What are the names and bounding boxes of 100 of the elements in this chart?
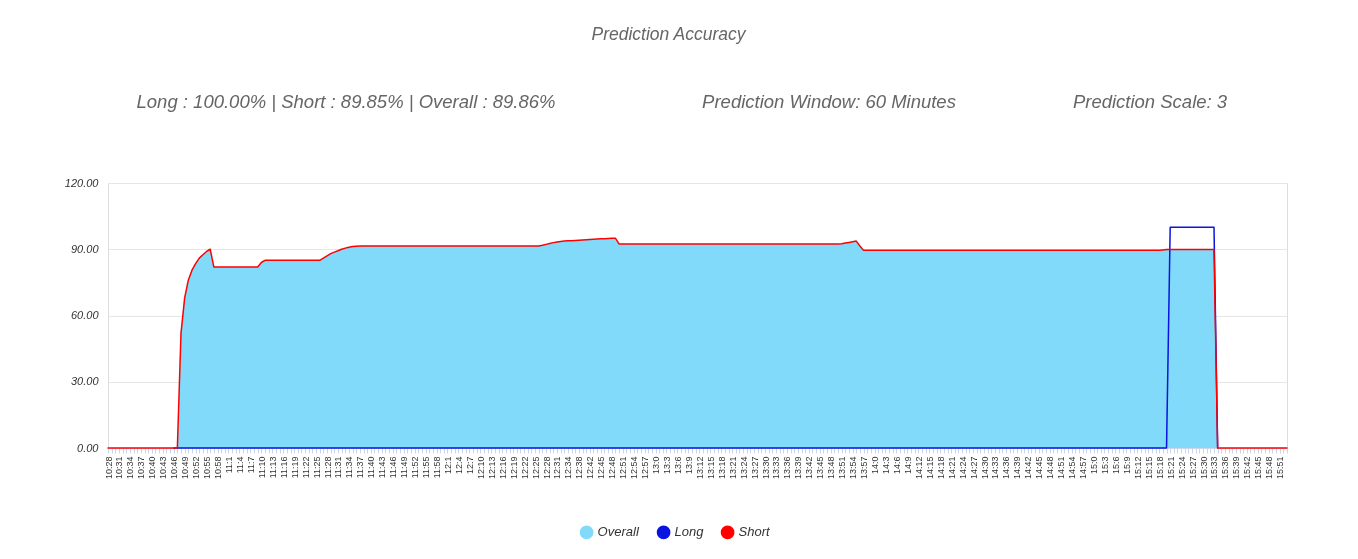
x-tick-label: 12:57	[640, 456, 651, 480]
x-tick-label: 13:12	[694, 456, 705, 480]
x-tick-label: 12:10	[475, 456, 486, 480]
x-tick-label: 13:48	[826, 456, 837, 480]
x-tick-label: 15:33	[1209, 456, 1220, 480]
x-tick-label: 10:58	[213, 456, 223, 480]
x-tick-label: 10:40	[147, 456, 158, 480]
x-tick-label: 10:31	[114, 456, 125, 480]
x-tick-label: 13:39	[793, 456, 804, 480]
legend-label: Long	[674, 524, 705, 540]
x-tick-label: 11:40	[366, 456, 377, 479]
x-tick-label: 15:12	[1132, 456, 1143, 480]
x-tick-label: 14:45	[1034, 456, 1045, 480]
x-tick-label: 10:46	[169, 456, 180, 480]
x-tick-label: 11:49	[399, 456, 410, 479]
x-tick-label: 12:25	[530, 456, 541, 480]
x-tick-label: 12:22	[519, 456, 530, 480]
x-tick-label: 12:7	[464, 456, 475, 475]
x-tick-label: 11:52	[410, 456, 421, 479]
x-tick-label: 12:54	[629, 456, 640, 480]
x-tick-label: 11:43	[377, 456, 388, 479]
chart-title: Prediction Accuracy	[591, 23, 747, 44]
x-tick-label: 13:18	[716, 456, 727, 480]
x-tick-label: 11:58	[432, 456, 443, 479]
x-tick-label: 12:1	[442, 456, 453, 475]
x-tick-label: 12:16	[497, 456, 508, 480]
x-tick-label: 14:54	[1067, 456, 1078, 480]
x-tick-label: 11:22	[300, 456, 311, 479]
x-tick-label: 14:48	[1045, 456, 1056, 480]
legend-label: Overall	[597, 524, 640, 540]
x-tick-label: 12:31	[552, 456, 563, 480]
x-tick-label: 11:46	[388, 456, 399, 479]
x-tick-label: 10:37	[136, 456, 147, 480]
x-tick-label: 11:55	[421, 456, 432, 479]
x-tick-label: 15:24	[1176, 456, 1187, 480]
x-tick-label: 13:42	[804, 456, 815, 480]
x-tick-label: 14:3	[880, 456, 891, 475]
x-tick-label: 14:51	[1056, 456, 1067, 480]
y-tick-label: 120.00	[64, 176, 100, 189]
x-tick-label: 13:24	[738, 456, 749, 480]
x-tick-label: 15:45	[1253, 456, 1264, 480]
x-tick-label: 14:6	[891, 456, 902, 475]
x-tick-label: 11:37	[355, 456, 366, 479]
x-tick-label: 11:31	[333, 456, 344, 479]
x-tick-label: 15:36	[1220, 456, 1231, 480]
x-tick-label: 11:7	[245, 456, 256, 474]
x-tick-label: 11:28	[322, 456, 333, 479]
y-tick-label: 0.00	[77, 441, 100, 454]
x-tick-label: 11:13	[267, 456, 278, 479]
x-tick-label: 14:0	[870, 456, 881, 475]
text: Prediction Scale: 3	[1072, 91, 1228, 112]
x-tick-label: 15:42	[1242, 456, 1253, 480]
x-tick-label: 11:19	[289, 456, 300, 479]
x-tick-label: 14:39	[1012, 456, 1023, 480]
y-tick-label: 30.00	[70, 375, 100, 388]
x-tick-label: 11:16	[278, 456, 289, 479]
x-tick-label: 11:4	[234, 456, 245, 474]
x-tick-label: 12:45	[596, 456, 607, 480]
x-tick-label: 12:42	[585, 456, 596, 480]
legend-label: Short	[738, 524, 772, 540]
x-tick-label: 15:0	[1089, 456, 1100, 475]
x-tick-label: 12:38	[574, 456, 585, 480]
x-tick-label: 14:9	[902, 456, 913, 475]
y-tick-label: 90.00	[70, 242, 100, 255]
x-tick-label: 10:49	[180, 456, 191, 480]
x-tick-label: 15:39	[1231, 456, 1242, 480]
x-tick-label: 14:57	[1078, 456, 1089, 480]
x-tick-label: 15:51	[1275, 456, 1286, 480]
x-tick-label: 13:9	[683, 456, 694, 475]
x-tick-label: 13:15	[705, 456, 716, 480]
x-tick-label: 15:15	[1143, 456, 1154, 480]
x-tick-label: 12:28	[541, 456, 552, 480]
x-tick-label: 13:51	[837, 456, 848, 480]
x-tick-label: 10:43	[158, 456, 169, 480]
x-tick-label: 13:3	[661, 456, 672, 475]
x-tick-label: 15:18	[1154, 456, 1165, 480]
x-tick-label: 13:57	[859, 456, 870, 480]
x-tick-label: 13:0	[651, 456, 662, 475]
x-tick-label: 12:19	[508, 456, 519, 480]
x-tick-label: 14:12	[913, 456, 924, 480]
x-tick-label: 14:36	[1001, 456, 1012, 480]
x-tick-label: 11:1	[223, 456, 234, 474]
x-tick-label: 12:48	[607, 456, 618, 480]
x-tick-label: 11:34	[344, 456, 355, 479]
x-tick-label: 11:25	[311, 456, 322, 479]
x-tick-label: 14:42	[1023, 456, 1034, 480]
x-tick-label: 12:51	[618, 456, 629, 480]
text: Long : 100.00% | Short : 89.85% | Overall : 89.86%	[136, 91, 556, 112]
x-tick-label: 15:6	[1110, 456, 1121, 475]
text: Prediction Window: 60 Minutes	[702, 91, 956, 112]
x-tick-label: 13:36	[782, 456, 793, 480]
x-tick-label: 13:21	[727, 456, 738, 480]
x-tick-label: 12:34	[563, 456, 574, 480]
x-tick-label: 12:4	[453, 456, 464, 475]
x-tick-label: 13:33	[771, 456, 782, 480]
x-tick-label: 13:27	[749, 456, 760, 480]
x-tick-label: 14:30	[979, 456, 990, 480]
x-tick-label: 15:3	[1099, 456, 1110, 475]
x-tick-label: 10:28	[103, 456, 114, 480]
x-tick-label: 15:21	[1165, 456, 1176, 480]
